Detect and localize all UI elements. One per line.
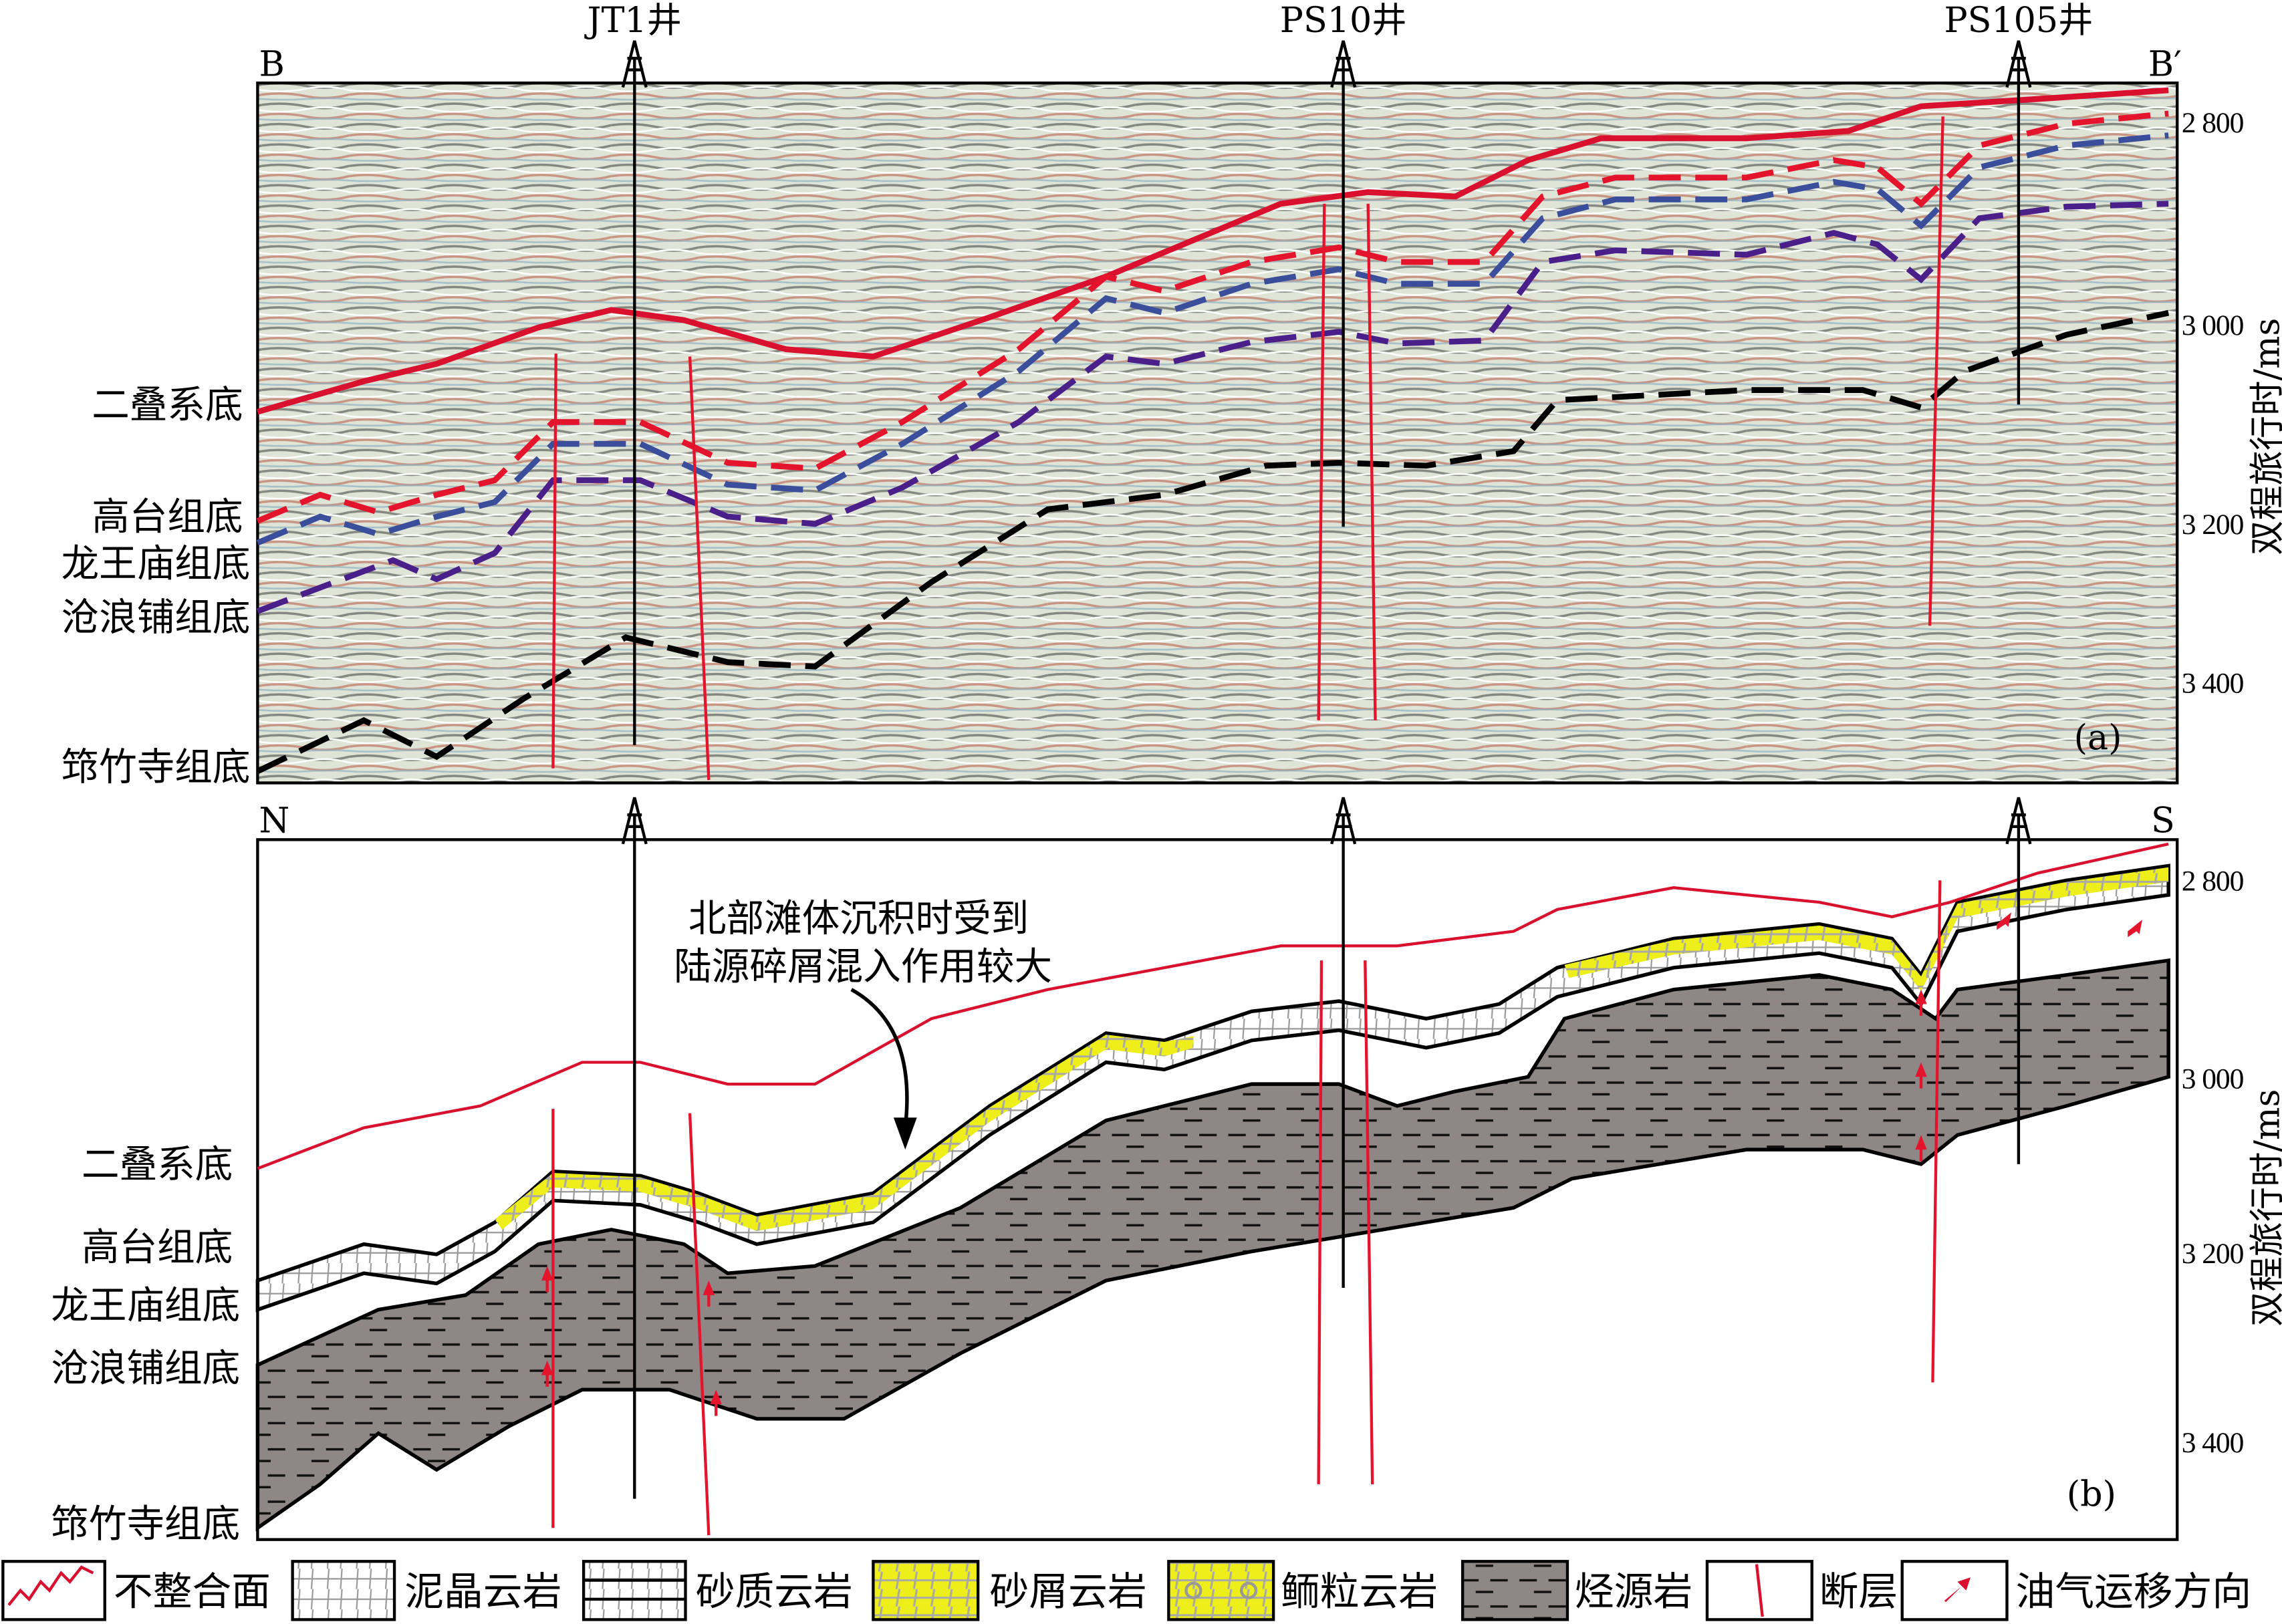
- horizon-qiongzhusi-base: [256, 309, 2170, 774]
- axis-label: 双程旅行时/ms: [2248, 1089, 2282, 1327]
- horizon-label: 龙王庙组底: [51, 1284, 240, 1328]
- axis-label: 双程旅行时/ms: [2248, 318, 2282, 555]
- unconformity-line: [257, 842, 2169, 1170]
- tick-label: 2 800: [2182, 865, 2244, 898]
- faults-a: [551, 116, 1944, 781]
- legend-label: 砂质云岩: [696, 1569, 853, 1615]
- migration-arrow-icon: [710, 1389, 722, 1416]
- legend-item-micritic-dolomite: 泥晶云岩: [291, 1560, 561, 1621]
- section-end-right: B′: [2148, 44, 2182, 84]
- derrick-icon: [1330, 40, 1357, 88]
- fault-line: [688, 1113, 711, 1536]
- migration-arrows: [541, 912, 2142, 1416]
- unconformity-icon: [7, 1565, 94, 1606]
- panel-b-depositional-model: 北部滩体沉积时受到 陆源碎屑混入作用较大 N S (b) 二叠系底 高台组底 龙…: [51, 797, 2282, 1546]
- fault-line: [1931, 880, 1942, 1383]
- migration-arrow-icon: [1915, 1135, 1927, 1162]
- section-end-right: S: [2151, 801, 2175, 841]
- legend-label: 鲕粒云岩: [1281, 1569, 1438, 1615]
- fault-line: [688, 356, 711, 781]
- derrick-icon: [621, 40, 648, 88]
- legend-label: 断层: [1819, 1569, 1898, 1615]
- legend-item-unconformity: 不整合面: [1, 1560, 271, 1621]
- derrick-icon: [2005, 797, 2032, 845]
- legend-item-oolitic-dolomite: 鲕粒云岩: [1167, 1560, 1438, 1621]
- annotation-text-line1: 北部滩体沉积时受到: [688, 897, 1029, 941]
- derrick-icon: [1330, 797, 1357, 845]
- horizon-longwangmiao-base: [256, 132, 2169, 546]
- fault-icon: [1755, 1564, 1764, 1617]
- legend-item-calcarenite-dolomite: 砂屑云岩: [872, 1560, 1147, 1621]
- wells-a: [621, 40, 2032, 745]
- seismic-background: [256, 81, 2179, 785]
- tick-label: 3 200: [2182, 509, 2244, 541]
- legend-item-fault: 断层: [1705, 1560, 1898, 1621]
- migration-arrow-icon: [703, 1280, 715, 1307]
- horizon-label: 二叠系底: [82, 1143, 233, 1187]
- wells-b: [621, 797, 2032, 1499]
- fault-line: [1366, 203, 1377, 720]
- migration-arrow-icon: [541, 1266, 553, 1293]
- horizon-label: 沧浪铺组底: [61, 595, 251, 640]
- migration-arrow-icon: [2128, 920, 2142, 938]
- fault-line: [551, 354, 557, 769]
- migration-arrow-icon: [1997, 912, 2012, 930]
- calcarenite-dolomite-icon: [872, 1560, 980, 1621]
- derrick-icon: [621, 797, 648, 845]
- tick-label: 3 000: [2182, 1063, 2244, 1095]
- sandy-dolomite-icon: [582, 1560, 687, 1621]
- horizon-label: 筇竹寺组底: [51, 1502, 240, 1546]
- well-label-jt1: JT1井: [584, 1, 682, 41]
- tick-label: 3 400: [2182, 1427, 2244, 1459]
- panel-tag: (a): [2074, 718, 2122, 758]
- horizon-label: 二叠系底: [92, 383, 243, 427]
- legend-label: 油气运移方向: [2016, 1569, 2252, 1615]
- faults-b: [551, 880, 1942, 1536]
- well-label-ps10: PS10井: [1280, 1, 1407, 41]
- derrick-icon: [2005, 40, 2032, 88]
- micritic-dolomite-icon: [291, 1560, 396, 1621]
- annotation-arrow: [850, 988, 909, 1128]
- section-end-left: B: [259, 44, 285, 84]
- well-label-ps105: PS105井: [1944, 1, 2093, 41]
- source-rock-icon: [1461, 1560, 1569, 1621]
- panel-tag: (b): [2067, 1475, 2116, 1515]
- migration-arrow-icon: [1915, 1062, 1927, 1089]
- tick-label: 2 800: [2182, 107, 2244, 139]
- fault-line: [1928, 116, 1944, 626]
- horizon-label: 沧浪铺组底: [51, 1346, 240, 1390]
- horizon-label: 龙王庙组底: [61, 541, 251, 585]
- migration-arrow-icon: [1944, 1577, 1971, 1603]
- migration-arrow-icon: [541, 1360, 553, 1387]
- tick-label: 3 200: [2182, 1238, 2244, 1270]
- time-axis-a: 2 800 3 000 3 200 3 400 双程旅行时/ms: [2182, 107, 2282, 699]
- legend-item-source-rock: 烃源岩: [1461, 1560, 1692, 1621]
- fault-line: [1317, 960, 1323, 1484]
- legend-item-sandy-dolomite: 砂质云岩: [582, 1560, 853, 1621]
- horizon-gaotai-base: [256, 110, 2169, 524]
- section-end-left: N: [259, 801, 290, 841]
- annotation-text-line2: 陆源碎屑混入作用较大: [674, 944, 1052, 988]
- horizon-label: 高台组底: [82, 1226, 233, 1270]
- oolitic-dolomite-icon: [1167, 1560, 1275, 1621]
- legend-item-migration-direction: 油气运移方向: [1900, 1560, 2252, 1621]
- legend-label: 烃源岩: [1575, 1569, 1692, 1615]
- calcarenite-dolomite-band: [495, 867, 2169, 1232]
- panel-a-seismic-section: JT1井 PS10井 PS105井 B B′ (a) 二叠系底 高台组底 龙王庙…: [61, 1, 2282, 789]
- fault-line: [1317, 203, 1326, 720]
- migration-arrow-icon: [1915, 989, 1927, 1016]
- legend-label: 砂屑云岩: [990, 1569, 1147, 1615]
- tick-label: 3 400: [2182, 667, 2244, 699]
- legend-label: 泥晶云岩: [404, 1569, 561, 1615]
- horizon-permian-base-unconformity: [257, 87, 2169, 415]
- tick-label: 3 000: [2182, 309, 2244, 342]
- horizon-label: 高台组底: [92, 495, 243, 539]
- time-axis-b: 2 800 3 000 3 200 3 400 双程旅行时/ms: [2182, 865, 2282, 1459]
- annotation-arrowhead: [893, 1117, 917, 1150]
- legend-label: 不整合面: [114, 1569, 271, 1615]
- fault-line: [1364, 960, 1374, 1484]
- horizon-label: 筇竹寺组底: [61, 745, 251, 789]
- legend: 不整合面 泥晶云岩 砂质云岩 砂屑云岩 鲕粒云岩 烃源岩 断层: [1, 1560, 2252, 1621]
